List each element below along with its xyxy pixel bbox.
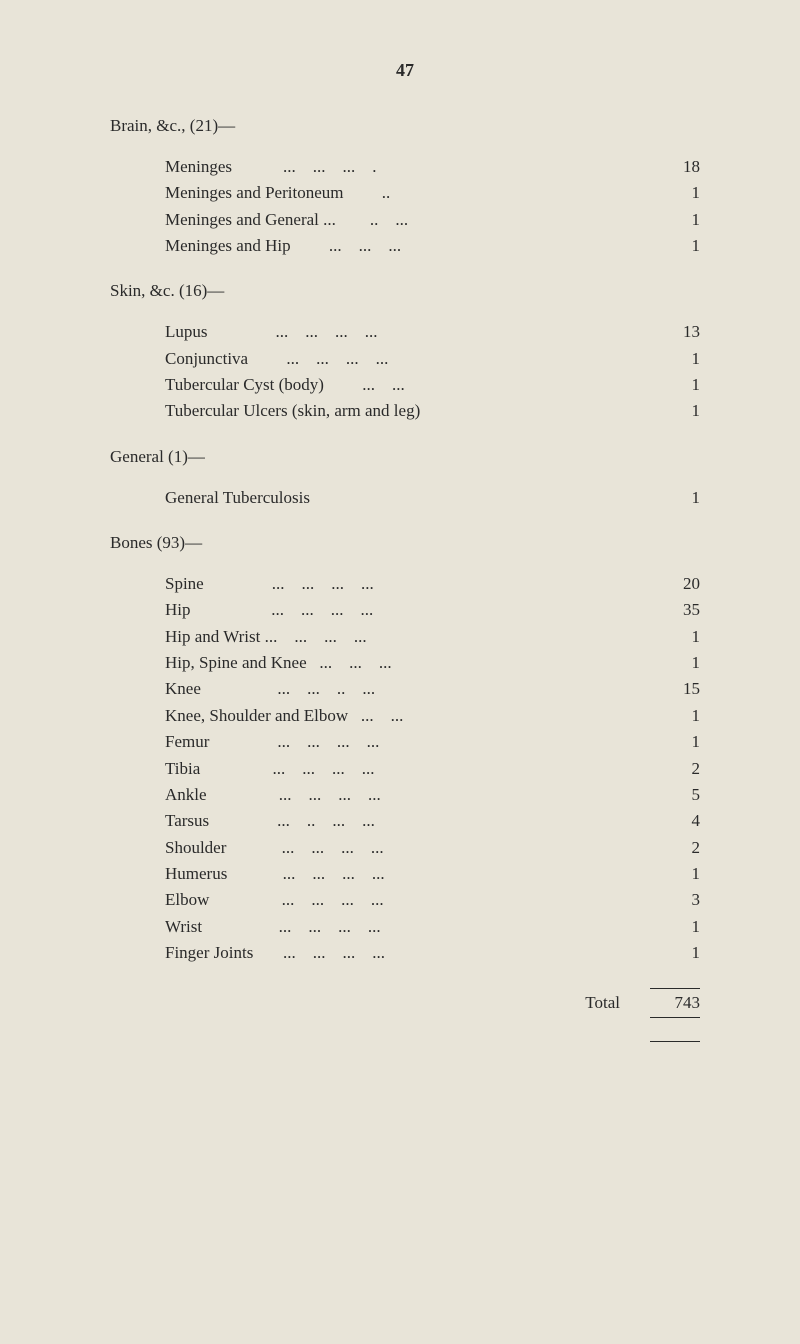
entry-row: General Tuberculosis 1 [165,485,700,511]
entry-label: Meninges and Peritoneum .. [165,180,650,206]
entry-label: Knee ... ... .. ... [165,676,650,702]
entry-label: Knee, Shoulder and Elbow ... ... [165,703,650,729]
entry-row: Elbow ... ... ... ... 3 [165,887,700,913]
entry-row: Wrist ... ... ... ... 1 [165,914,700,940]
entry-label: Conjunctiva ... ... ... ... [165,346,650,372]
entry-row: Hip and Wrist ... ... ... ... 1 [165,624,700,650]
entry-value: 18 [650,154,700,180]
total-value: 743 [650,988,700,1018]
entry-value: 3 [650,887,700,913]
entry-value: 1 [650,485,700,511]
entry-row: Lupus ... ... ... ... 13 [165,319,700,345]
entry-row: Meninges and Peritoneum .. 1 [165,180,700,206]
entry-label: Tarsus ... .. ... ... [165,808,650,834]
entry-label: Wrist ... ... ... ... [165,914,650,940]
entry-row: Femur ... ... ... ... 1 [165,729,700,755]
entry-label: Spine ... ... ... ... [165,571,650,597]
entry-row: Hip ... ... ... ... 35 [165,597,700,623]
entry-value: 1 [650,207,700,233]
entry-row: Meninges ... ... ... . 18 [165,154,700,180]
section-heading: Bones (93)— [110,533,700,553]
entry-value: 20 [650,571,700,597]
entry-label: Finger Joints ... ... ... ... [165,940,650,966]
entry-value: 1 [650,914,700,940]
entry-row: Tarsus ... .. ... ... 4 [165,808,700,834]
entry-row: Tibia ... ... ... ... 2 [165,756,700,782]
entry-value: 1 [650,398,700,424]
section-brain: Brain, &c., (21)— Meninges ... ... ... .… [110,116,700,259]
entry-row: Finger Joints ... ... ... ... 1 [165,940,700,966]
entry-label: Lupus ... ... ... ... [165,319,650,345]
section-skin: Skin, &c. (16)— Lupus ... ... ... ... 13… [110,281,700,424]
entry-row: Knee, Shoulder and Elbow ... ... 1 [165,703,700,729]
section-bones: Bones (93)— Spine ... ... ... ... 20 Hip… [110,533,700,966]
section-heading: General (1)— [110,447,700,467]
entry-label: Femur ... ... ... ... [165,729,650,755]
entry-value: 1 [650,372,700,398]
entry-value: 1 [650,650,700,676]
entry-value: 35 [650,597,700,623]
total-row: Total 743 [110,988,700,1018]
entry-value: 15 [650,676,700,702]
entry-label: Meninges and Hip ... ... ... [165,233,650,259]
entry-label: Meninges and General ... .. ... [165,207,650,233]
entry-label: Hip, Spine and Knee ... ... ... [165,650,650,676]
entry-row: Tubercular Cyst (body) ... ... 1 [165,372,700,398]
entry-label: General Tuberculosis [165,485,650,511]
entry-value: 1 [650,233,700,259]
entry-label: Hip ... ... ... ... [165,597,650,623]
entry-label: Elbow ... ... ... ... [165,887,650,913]
entry-value: 1 [650,346,700,372]
entry-label: Ankle ... ... ... ... [165,782,650,808]
entry-value: 1 [650,940,700,966]
entry-row: Shoulder ... ... ... ... 2 [165,835,700,861]
entry-label: Tubercular Cyst (body) ... ... [165,372,650,398]
section-heading: Brain, &c., (21)— [110,116,700,136]
entry-value: 1 [650,624,700,650]
total-label: Total [585,993,620,1013]
entry-block: Meninges ... ... ... . 18 Meninges and P… [165,154,700,259]
entry-value: 4 [650,808,700,834]
entry-row: Meninges and General ... .. ... 1 [165,207,700,233]
entry-row: Spine ... ... ... ... 20 [165,571,700,597]
entry-value: 1 [650,729,700,755]
page-number: 47 [110,60,700,81]
entry-row: Ankle ... ... ... ... 5 [165,782,700,808]
entry-value: 2 [650,756,700,782]
entry-label: Tibia ... ... ... ... [165,756,650,782]
entry-row: Knee ... ... .. ... 15 [165,676,700,702]
entry-value: 2 [650,835,700,861]
entry-label: Meninges ... ... ... . [165,154,650,180]
section-general: General (1)— General Tuberculosis 1 [110,447,700,511]
entry-value: 1 [650,861,700,887]
entry-value: 1 [650,180,700,206]
entry-value: 1 [650,703,700,729]
entry-row: Conjunctiva ... ... ... ... 1 [165,346,700,372]
entry-label: Tubercular Ulcers (skin, arm and leg) [165,398,650,424]
entry-label: Humerus ... ... ... ... [165,861,650,887]
entry-label: Hip and Wrist ... ... ... ... [165,624,650,650]
entry-block: Spine ... ... ... ... 20 Hip ... ... ...… [165,571,700,966]
section-heading: Skin, &c. (16)— [110,281,700,301]
entry-row: Meninges and Hip ... ... ... 1 [165,233,700,259]
entry-row: Humerus ... ... ... ... 1 [165,861,700,887]
entry-row: Hip, Spine and Knee ... ... ... 1 [165,650,700,676]
entry-label: Shoulder ... ... ... ... [165,835,650,861]
entry-block: Lupus ... ... ... ... 13 Conjunctiva ...… [165,319,700,424]
entry-block: General Tuberculosis 1 [165,485,700,511]
entry-value: 13 [650,319,700,345]
entry-row: Tubercular Ulcers (skin, arm and leg) 1 [165,398,700,424]
entry-value: 5 [650,782,700,808]
